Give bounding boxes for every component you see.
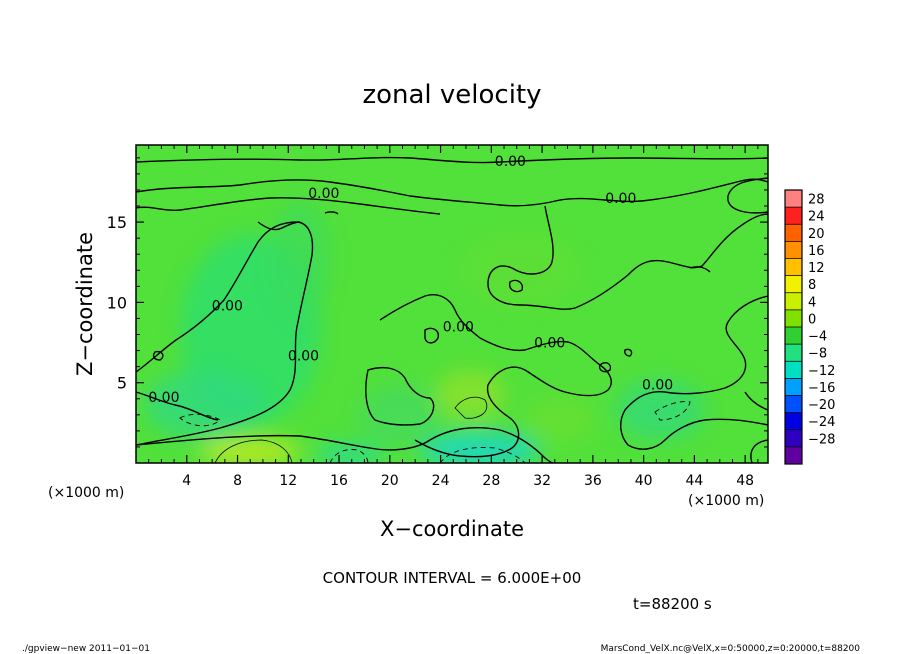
colorbar-label: −8 <box>808 347 827 362</box>
x-axis-label: X−coordinate <box>380 517 524 541</box>
x-tick-label: 48 <box>736 473 754 489</box>
colorbar-swatch <box>785 292 802 311</box>
colorbar-label: −12 <box>808 364 835 379</box>
colorbar-swatch <box>785 241 802 259</box>
x-tick-label: 12 <box>279 473 297 489</box>
contour-label: 0.00 <box>642 377 673 393</box>
colorbar-label: −28 <box>808 432 835 447</box>
contour-label: 0.00 <box>534 336 565 352</box>
x-tick-label: 8 <box>233 473 242 489</box>
contour-lines <box>136 156 768 463</box>
y-axis-label: Z−coordinate <box>73 232 97 376</box>
colorbar-label: 20 <box>808 227 825 242</box>
x-tick-label: 40 <box>635 473 653 489</box>
contour-label: 0.00 <box>308 186 339 202</box>
colorbar: 28 24 20 16 12 8 4 0 −4 −8 −12 −16 −20 −24 −28 <box>784 189 835 465</box>
colorbar-label: −4 <box>808 330 827 345</box>
colorbar-label: −16 <box>808 381 835 396</box>
field-shading <box>145 200 705 463</box>
colorbar-swatch <box>785 207 802 225</box>
colorbar-label: 28 <box>808 193 825 208</box>
y-tick-label: 5 <box>117 374 127 393</box>
colorbar-label: 8 <box>808 278 816 293</box>
x-tick-label: 32 <box>533 473 551 489</box>
colorbar-swatch <box>785 275 802 294</box>
contour-interval-text: CONTOUR INTERVAL = 6.000E+00 <box>323 569 582 587</box>
colorbar-swatch <box>785 258 802 277</box>
x-tick-label: 16 <box>330 473 348 489</box>
colorbar-swatch <box>785 361 802 379</box>
colorbar-swatch <box>785 224 802 242</box>
x-tick-label: 24 <box>432 473 450 489</box>
contour-label-layer: 0.00 0.00 0.00 0.00 0.00 0.00 0.00 0.00 0.00 <box>148 154 673 406</box>
contour-label: 0.00 <box>495 154 526 170</box>
colorbar-swatch <box>785 446 802 465</box>
plot-frame <box>135 144 769 464</box>
x-unit-left: (×1000 m) <box>48 485 124 501</box>
colorbar-label: 4 <box>808 295 816 310</box>
field: 0.00 0.00 0.00 0.00 0.00 0.00 0.00 0.00 0.00 <box>136 145 768 463</box>
contour-label: 0.00 <box>288 348 319 364</box>
footer-right: MarsCond_VelX.nc@VelX,x=0:50000,z=0:2000… <box>601 644 861 654</box>
colorbar-label: 24 <box>808 210 825 225</box>
contour-label: 0.00 <box>443 319 474 335</box>
y-tick-label: 10 <box>107 293 127 312</box>
colorbar-swatch <box>785 378 802 396</box>
colorbar-swatch <box>785 344 802 362</box>
colorbar-swatch <box>785 429 802 448</box>
colorbar-swatch <box>785 412 802 431</box>
colorbar-swatch <box>785 327 802 345</box>
colorbar-swatch <box>785 190 802 208</box>
contour-label: 0.00 <box>212 299 243 315</box>
positive-contours <box>214 396 488 463</box>
x-tick-label: 20 <box>381 473 399 489</box>
x-tick-label: 28 <box>482 473 500 489</box>
chart-title: zonal velocity <box>362 80 541 110</box>
negative-contours <box>179 401 691 463</box>
colorbar-label: −24 <box>808 415 835 430</box>
x-tick-label: 36 <box>584 473 602 489</box>
x-tick-label: 4 <box>182 473 191 489</box>
x-tick-label: 44 <box>685 473 703 489</box>
colorbar-label: 12 <box>808 261 825 276</box>
colorbar-swatch <box>785 309 802 328</box>
x-axis: 4 8 12 16 20 24 28 32 36 40 44 48 <box>148 145 759 489</box>
colorbar-label: 16 <box>808 244 825 259</box>
colorbar-swatch <box>785 395 802 414</box>
x-unit-right: (×1000 m) <box>688 493 764 509</box>
contour-label: 0.00 <box>148 390 179 406</box>
contour-label: 0.00 <box>605 191 636 207</box>
colorbar-label: −20 <box>808 398 835 413</box>
y-tick-label: 15 <box>107 213 127 232</box>
y-axis: 5 10 15 <box>107 157 768 448</box>
footer-left: ./gpview−new 2011−01−01 <box>22 644 150 654</box>
colorbar-label: 0 <box>808 312 816 327</box>
time-text: t=88200 s <box>633 595 712 613</box>
